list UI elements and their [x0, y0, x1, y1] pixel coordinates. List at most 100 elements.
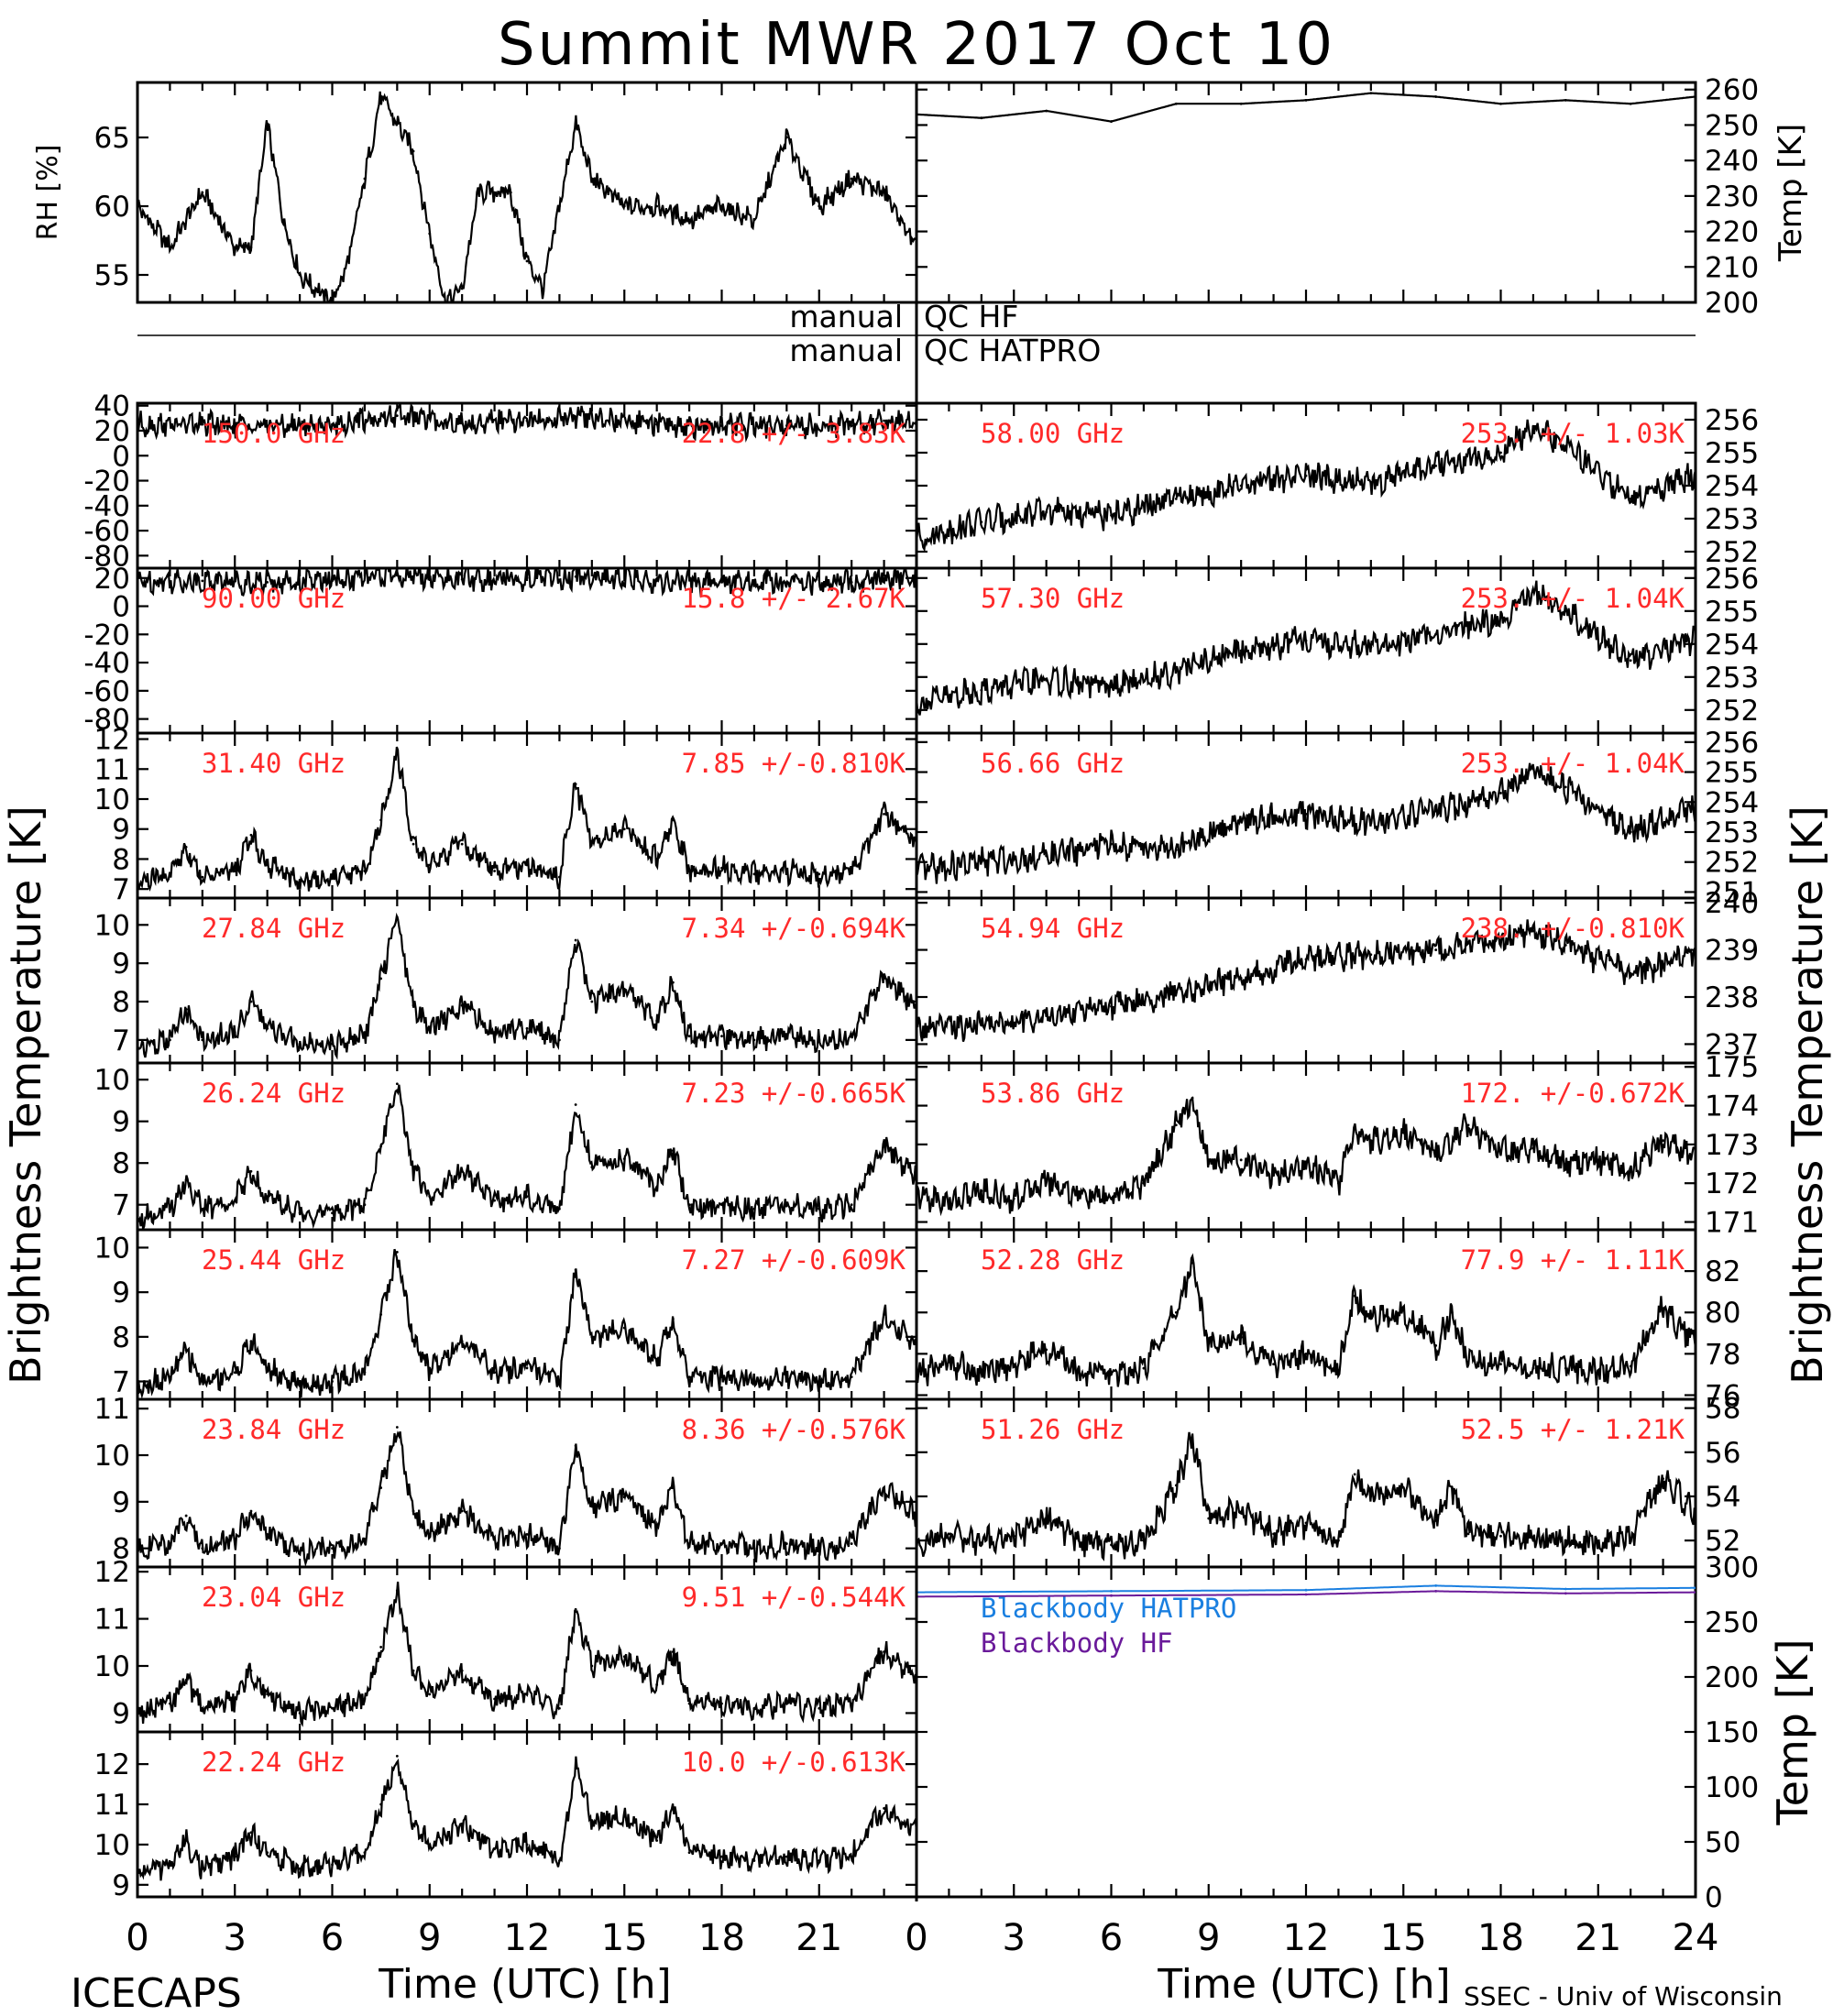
y-tick-label: 78: [1705, 1338, 1740, 1371]
data-point: [1564, 609, 1567, 613]
data-point: [233, 1538, 236, 1540]
data-point: [1597, 1369, 1600, 1372]
legend-blackbody-hf: Blackbody HF: [981, 1627, 1173, 1659]
data-point: [1304, 1521, 1308, 1525]
data-point: [818, 1038, 821, 1042]
data-point: [1450, 1485, 1454, 1489]
data-point: [1434, 95, 1438, 98]
data-point: [314, 287, 318, 290]
temp-axis-label: Temp [K]: [1773, 124, 1809, 262]
trace-group: [916, 1096, 1696, 1217]
data-point: [818, 1207, 821, 1211]
data-point: [493, 1371, 496, 1375]
data-point: [687, 1203, 691, 1207]
data-point: [233, 1371, 236, 1375]
data-point: [169, 872, 171, 876]
data-point: [412, 1509, 415, 1513]
y-tick-label: 0: [112, 440, 130, 473]
data-point: [1174, 849, 1178, 852]
data-point: [412, 149, 415, 153]
y-tick-label: 7: [112, 873, 130, 906]
data-point: [785, 136, 788, 139]
data-point: [785, 870, 788, 872]
panel-90-00-ghz: 200-20-40-60-80 90.00 GHz 15.8 +/- 2.67K: [83, 563, 918, 737]
data-point: [379, 1802, 383, 1806]
data-point: [1191, 1437, 1194, 1441]
panel-25-44-ghz: 10 9 8 7 25.44 GHz 7.27 +/-0.609K: [94, 1228, 918, 1401]
data-point: [428, 1195, 432, 1198]
y-tick-label: 9: [112, 814, 130, 847]
data-point: [1694, 474, 1696, 477]
y-tick-label: 172: [1705, 1167, 1759, 1200]
data-point: [558, 1207, 561, 1211]
y-tick-label: 256: [1705, 727, 1759, 760]
x-tick-label: 0: [905, 1917, 927, 1959]
panel-52-28-ghz: 82 80 78 76 52.28 GHz 77.9 +/- 1.11K: [915, 1228, 1740, 1412]
frequency-label: 23.84 GHz: [202, 1414, 346, 1445]
data-point: [1434, 1584, 1438, 1587]
data-point: [137, 1712, 139, 1715]
data-point: [1045, 1348, 1048, 1352]
data-point: [1597, 1158, 1600, 1162]
stats-label: 7.27 +/-0.609K: [682, 1244, 906, 1276]
data-point: [249, 833, 253, 837]
data-point: [1304, 958, 1308, 961]
y-tick-label: 65: [94, 122, 130, 155]
frequency-label: 51.26 GHz: [981, 1414, 1125, 1445]
data-point: [1597, 1541, 1600, 1544]
data-point: [1499, 1363, 1502, 1366]
stats-label: 253. +/- 1.03K: [1461, 418, 1685, 449]
y-tick-label: -80: [83, 704, 130, 737]
data-point: [1694, 639, 1696, 642]
data-point: [818, 204, 821, 208]
data-point: [298, 1042, 302, 1046]
data-point: [948, 1360, 950, 1364]
data-point: [169, 1375, 171, 1379]
data-point: [1045, 1517, 1048, 1520]
data-point: [883, 812, 885, 816]
data-point: [201, 1380, 204, 1383]
trace-group: [137, 912, 916, 1060]
x-tick-label: 9: [418, 1917, 441, 1959]
y-tick-label: 254: [1705, 629, 1759, 662]
data-point: [558, 1380, 561, 1383]
data-point: [493, 1538, 496, 1540]
data-point: [1531, 1146, 1535, 1150]
data-point: [752, 1380, 756, 1383]
data-point: [883, 1313, 885, 1316]
y-tick-label: 11: [94, 1393, 130, 1426]
panel-blackbody: 300 250 200 150 100 50 0 Temp [K] Blackbody HATP…: [915, 1551, 1817, 1914]
data-point: [184, 1514, 188, 1517]
data-point: [249, 1340, 253, 1343]
data-point: [687, 1702, 691, 1705]
data-point: [1629, 830, 1632, 834]
stats-label: 8.36 +/-0.576K: [682, 1414, 906, 1445]
data-point: [201, 1038, 204, 1042]
data-point: [395, 915, 399, 919]
data-point: [1110, 1594, 1113, 1597]
data-point: [785, 1855, 788, 1858]
data-point: [655, 858, 659, 860]
data-point: [1531, 589, 1535, 593]
data-point: [752, 1547, 756, 1550]
x-tick-label: 15: [1380, 1917, 1427, 1959]
series-line: [916, 762, 1696, 884]
y-tick-label: 11: [94, 1604, 130, 1637]
data-point: [720, 1375, 723, 1379]
data-point: [525, 1195, 529, 1198]
data-point: [785, 1035, 788, 1038]
data-point: [363, 1538, 367, 1540]
data-point: [883, 1145, 885, 1148]
data-point: [184, 845, 188, 849]
data-point: [249, 1000, 253, 1003]
y-tick-label: 200: [1705, 287, 1759, 320]
data-point: [883, 419, 885, 422]
x-tick-label: 21: [1575, 1917, 1621, 1959]
data-point: [184, 1007, 188, 1011]
x-tick-label: 15: [601, 1917, 648, 1959]
y-tick-label: 174: [1705, 1090, 1759, 1123]
data-point: [137, 579, 139, 583]
data-point: [1434, 1150, 1438, 1154]
series-line: [137, 746, 916, 892]
data-point: [298, 1712, 302, 1715]
